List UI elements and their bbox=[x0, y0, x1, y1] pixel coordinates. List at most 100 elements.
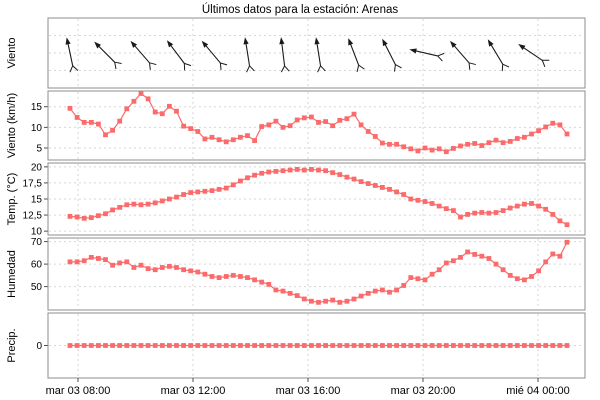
series-marker bbox=[238, 343, 243, 348]
series-marker bbox=[167, 263, 172, 269]
wind-arrow bbox=[348, 38, 365, 73]
y-tick-label: 10 bbox=[31, 123, 43, 134]
series-marker bbox=[309, 298, 314, 304]
series-marker bbox=[486, 210, 492, 216]
y-tick-label: 0 bbox=[36, 341, 42, 352]
series-marker bbox=[287, 343, 293, 348]
series-marker bbox=[174, 108, 179, 114]
series-marker bbox=[330, 170, 336, 176]
wind-arrow-shaft bbox=[280, 41, 286, 66]
series-marker bbox=[415, 148, 421, 154]
series-marker bbox=[365, 181, 371, 186]
series-marker bbox=[500, 343, 506, 348]
wind-arrow bbox=[518, 44, 550, 67]
series-marker bbox=[88, 343, 94, 348]
wind-arrow-fin bbox=[219, 62, 222, 70]
series-marker bbox=[103, 211, 108, 217]
series-marker bbox=[294, 293, 300, 298]
panel-wind-direction: Viento bbox=[6, 17, 586, 89]
series-marker bbox=[124, 343, 130, 348]
series-marker bbox=[493, 210, 499, 215]
series-marker bbox=[479, 143, 485, 148]
series-marker bbox=[543, 124, 549, 130]
wind-arrow-shaft bbox=[349, 41, 360, 66]
series-marker bbox=[344, 116, 350, 122]
series-marker bbox=[124, 202, 130, 208]
y-tick-label: 15 bbox=[31, 195, 43, 206]
series-marker bbox=[167, 196, 172, 202]
series-marker bbox=[380, 287, 385, 293]
series-marker bbox=[557, 253, 563, 259]
series-marker bbox=[529, 274, 534, 279]
series-marker bbox=[131, 201, 137, 207]
y-tick-label: 5 bbox=[36, 144, 42, 155]
series-marker bbox=[522, 201, 527, 207]
series-marker bbox=[252, 343, 257, 348]
wind-arrow-fin bbox=[358, 64, 365, 70]
series-marker bbox=[507, 205, 513, 211]
series-marker bbox=[380, 140, 385, 146]
wind-arrow-fin bbox=[69, 65, 74, 73]
wind-arrow-fin bbox=[437, 55, 443, 62]
series-marker bbox=[188, 343, 194, 348]
series-marker bbox=[365, 129, 371, 134]
series-marker bbox=[159, 343, 165, 348]
series-marker bbox=[458, 214, 463, 220]
wind-arrow-fin bbox=[394, 64, 396, 72]
panel-humidity: 50 60 70 Humedad bbox=[6, 237, 586, 311]
series-marker bbox=[110, 127, 115, 133]
series-marker bbox=[131, 265, 137, 270]
y-tick-label: 60 bbox=[31, 260, 43, 271]
wind-arrow-head bbox=[130, 40, 138, 48]
series-marker bbox=[330, 123, 336, 129]
y-tick-label: 15 bbox=[31, 102, 43, 113]
series-marker bbox=[245, 275, 250, 280]
series-marker bbox=[280, 124, 286, 130]
series-marker bbox=[131, 98, 137, 104]
series-marker bbox=[145, 96, 151, 102]
series-marker bbox=[351, 176, 357, 182]
series-marker bbox=[301, 296, 307, 302]
wind-arrow-head bbox=[243, 37, 249, 45]
series-marker bbox=[486, 343, 492, 348]
series-marker bbox=[110, 207, 115, 213]
series-marker bbox=[159, 265, 165, 270]
series-marker bbox=[67, 343, 73, 348]
series-marker bbox=[514, 276, 520, 282]
series-marker bbox=[436, 267, 442, 273]
series-marker bbox=[74, 259, 80, 265]
x-tick-label: mié 04 00:00 bbox=[506, 385, 570, 397]
series-marker bbox=[273, 168, 279, 174]
series-marker bbox=[443, 206, 449, 212]
wind-arrow-fin bbox=[541, 60, 546, 67]
series-marker bbox=[529, 201, 534, 206]
wind-arrow-shaft bbox=[489, 42, 504, 65]
wind-arrow-shaft bbox=[316, 41, 322, 66]
series-marker bbox=[344, 174, 350, 180]
wind-arrow-shaft bbox=[96, 44, 116, 63]
series-marker bbox=[103, 257, 108, 262]
series-marker bbox=[145, 266, 151, 271]
series-marker bbox=[259, 124, 265, 129]
series-marker bbox=[564, 343, 570, 348]
wind-arrow-shaft bbox=[203, 43, 221, 64]
series-marker bbox=[493, 343, 499, 348]
series-line bbox=[70, 242, 568, 303]
y-tick-label: 70 bbox=[31, 237, 43, 248]
series-marker bbox=[209, 274, 215, 279]
series-marker bbox=[372, 183, 378, 188]
series-marker bbox=[543, 259, 549, 265]
series-marker bbox=[301, 167, 307, 173]
series-marker bbox=[152, 109, 158, 115]
x-tick-label: mar 03 12:00 bbox=[161, 385, 226, 397]
series-marker bbox=[536, 128, 541, 134]
wind-arrow bbox=[65, 37, 79, 73]
series-marker bbox=[550, 343, 556, 348]
series-marker bbox=[266, 281, 272, 287]
series-marker bbox=[522, 134, 527, 140]
series-marker bbox=[181, 123, 186, 129]
series-marker bbox=[557, 218, 563, 224]
series-marker bbox=[550, 120, 556, 126]
series-marker bbox=[209, 188, 215, 194]
